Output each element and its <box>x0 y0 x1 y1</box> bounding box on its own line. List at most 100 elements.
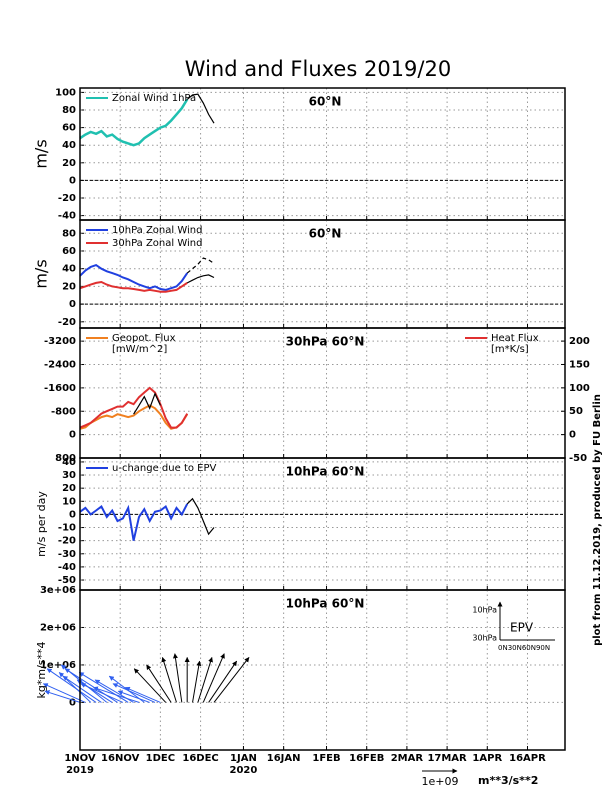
x-tick-label: 1NOV <box>64 753 96 764</box>
legend-label: 30hPa Zonal Wind <box>112 238 202 249</box>
y-tick-label: 80 <box>62 105 76 116</box>
series-line <box>79 280 188 293</box>
y2-tick-label: 100 <box>569 383 590 394</box>
flux-arrow <box>64 668 118 703</box>
y-tick-label: 0 <box>69 697 76 708</box>
flux-arrow <box>76 679 113 703</box>
inset-axis-label: 0N30N60N90N <box>498 644 550 652</box>
flux-arrow <box>197 656 213 703</box>
flux-arrow <box>202 653 225 703</box>
y-tick-label: -800 <box>51 406 76 417</box>
flux-arrow <box>213 657 250 703</box>
y2-tick-label: 150 <box>569 359 590 370</box>
y-tick-label: 0 <box>69 175 76 186</box>
x-sublabel: 2019 <box>66 765 94 776</box>
flux-arrow <box>161 656 177 703</box>
x-tick-label: 1FEB <box>312 753 340 764</box>
y-tick-label: 30 <box>62 470 76 481</box>
panel-label: 10hPa 60°N <box>286 597 365 611</box>
panel-label: 10hPa 60°N <box>286 465 365 479</box>
credit: plot from 11.12.2019, produced by FU Ber… <box>592 394 603 646</box>
panel-label: 30hPa 60°N <box>286 335 365 349</box>
flux-arrow <box>46 668 97 703</box>
reference-label: 1e+09 <box>422 775 459 788</box>
y-tick-label: -3200 <box>44 336 76 347</box>
series-line <box>79 263 189 291</box>
flux-arrow <box>44 690 81 703</box>
y-tick-label: 60 <box>62 123 76 134</box>
series-line <box>79 386 189 429</box>
flux-arrow <box>42 683 86 703</box>
chart-title: Wind and Fluxes 2019/20 <box>185 57 451 81</box>
series-line <box>79 503 189 541</box>
inset-label: EPV <box>510 621 534 635</box>
x-tick-label: 16APR <box>509 753 546 764</box>
x-tick-label: 16NOV <box>101 753 140 764</box>
panel-label: 60°N <box>309 227 342 241</box>
y-tick-label: -20 <box>58 193 76 204</box>
flux-arrow <box>78 672 129 703</box>
y-tick-label: 40 <box>62 264 76 275</box>
flux-arrow <box>133 668 167 703</box>
y-tick-label: 60 <box>62 246 76 257</box>
legend-label: u-change due to EPV <box>112 463 217 474</box>
inset-top: 10hPa <box>472 606 497 615</box>
x-tick-label: 1JAN <box>230 753 257 764</box>
flux-arrow <box>92 686 140 703</box>
flux-arrow <box>124 686 161 703</box>
x-tick-label: 1DEC <box>146 753 175 764</box>
flux-arrow <box>146 664 172 703</box>
y-tick-label: -20 <box>58 536 76 547</box>
y-tick-label: 0 <box>69 509 76 520</box>
y-tick-label: -20 <box>58 317 76 328</box>
y2-tick-label: -50 <box>569 453 587 464</box>
y-tick-label: 20 <box>62 281 76 292</box>
legend-units: [m*K/s] <box>491 344 529 355</box>
y-tick-label: 40 <box>62 457 76 468</box>
y-axis-label: m/s <box>32 139 51 168</box>
legend-units: [mW/m^2] <box>112 344 167 355</box>
x-tick-label: 16FEB <box>349 753 384 764</box>
y-tick-label: 3e+06 <box>40 585 76 596</box>
y-tick-label: 20 <box>62 158 76 169</box>
flux-arrow <box>192 660 202 703</box>
y-tick-label: -50 <box>58 575 76 586</box>
y2-tick-label: 50 <box>569 406 583 417</box>
y-tick-label: 0 <box>69 430 76 441</box>
x-tick-label: 2MAR <box>391 753 424 764</box>
series-line <box>186 274 215 284</box>
legend-label: Zonal Wind 1hPa <box>112 93 196 104</box>
series-line <box>186 497 215 536</box>
flux-arrow <box>208 660 238 703</box>
y-tick-label: -40 <box>58 211 76 222</box>
y-tick-label: 2e+06 <box>40 622 76 633</box>
y-tick-label: -10 <box>58 523 76 534</box>
y2-tick-label: 0 <box>569 430 576 441</box>
y-axis-label: m/s per day <box>35 491 48 557</box>
flux-arrow <box>117 690 150 703</box>
inset-bottom: 30hPa <box>472 634 497 643</box>
flux-arrow <box>172 653 183 703</box>
x-tick-label: 1APR <box>472 753 502 764</box>
y-tick-label: -30 <box>58 549 76 560</box>
legend-label: 10hPa Zonal Wind <box>112 225 202 236</box>
y2-tick-label: 200 <box>569 336 590 347</box>
y-tick-label: 100 <box>55 87 76 98</box>
panel-frame <box>79 589 566 751</box>
y-tick-label: 80 <box>62 228 76 239</box>
x-sublabel: 2020 <box>230 765 258 776</box>
y-tick-label: 1e+06 <box>40 660 76 671</box>
panel-label: 60°N <box>309 95 342 109</box>
flux-arrow <box>80 683 124 703</box>
flux-arrow <box>112 683 156 703</box>
y-tick-label: -2400 <box>44 360 76 371</box>
y-tick-label: -40 <box>58 562 76 573</box>
x-tick-label: 16DEC <box>182 753 218 764</box>
legend-label: Geopot. Flux <box>112 333 176 344</box>
y-tick-label: 10 <box>62 496 76 507</box>
y-tick-label: -1600 <box>44 383 76 394</box>
x-tick-label: 17MAR <box>427 753 467 764</box>
series-line <box>79 404 189 430</box>
y-axis-label: kg*m/s**4 <box>35 641 48 698</box>
